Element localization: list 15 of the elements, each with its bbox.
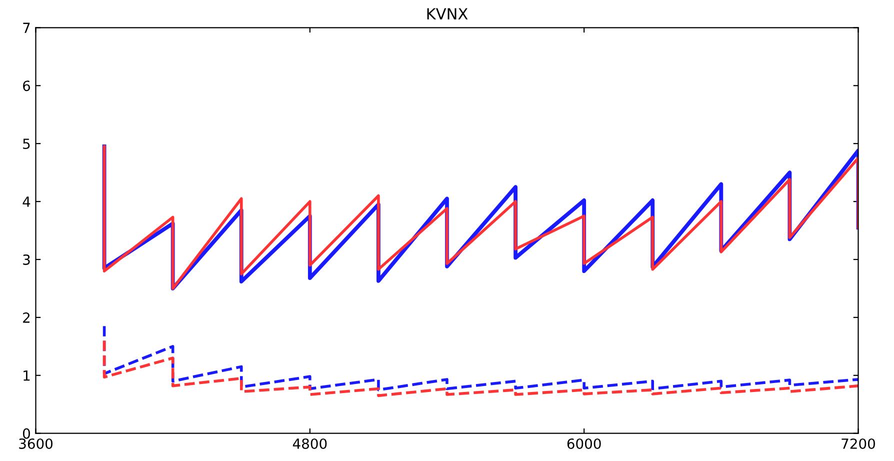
x-tick-label: 6000: [567, 438, 601, 449]
chart-title: KVNX: [427, 8, 468, 20]
x-tick-label: 4800: [292, 438, 327, 449]
y-tick-label: 6: [23, 80, 30, 92]
line-series: [102, 324, 858, 392]
y-tick-label: 1: [24, 370, 30, 381]
y-tick-label: 2: [23, 312, 30, 323]
y-tick-label: 5: [23, 138, 30, 150]
line-series: [102, 339, 858, 398]
y-tick-label: 7: [23, 22, 30, 33]
x-tick-label: 7200: [842, 438, 875, 449]
y-tick-label: 4: [22, 196, 30, 207]
y-tick-label: 0: [22, 428, 30, 439]
x-tick-label: 3600: [19, 438, 53, 449]
y-tick-label: 3: [23, 254, 30, 265]
